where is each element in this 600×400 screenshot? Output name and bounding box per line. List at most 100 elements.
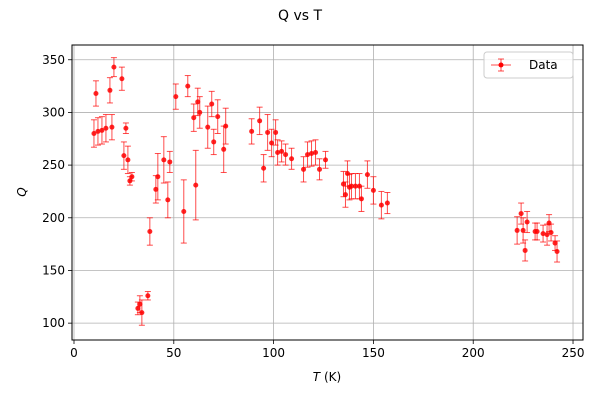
data-marker	[181, 208, 187, 214]
legend-marker-dot	[498, 62, 504, 68]
data-marker	[554, 249, 560, 254]
data-point	[214, 99, 221, 134]
x-tick-label: 200	[462, 346, 485, 360]
data-point	[274, 139, 281, 166]
x-axis-label: T (K)	[313, 370, 341, 384]
data-marker	[221, 146, 227, 152]
data-marker	[135, 305, 141, 311]
data-marker	[540, 231, 546, 237]
data-point	[196, 96, 203, 129]
data-marker	[153, 186, 159, 192]
data-marker	[273, 129, 279, 135]
data-point	[268, 128, 275, 158]
data-point	[144, 291, 151, 301]
data-marker	[352, 183, 358, 189]
data-point	[264, 114, 271, 151]
data-layer	[90, 57, 561, 326]
data-marker	[173, 94, 179, 100]
data-point	[522, 239, 529, 262]
data-marker	[305, 152, 311, 158]
data-marker	[223, 123, 229, 129]
data-point	[118, 66, 125, 91]
y-tick-label: 250	[42, 158, 65, 172]
data-marker	[95, 128, 101, 134]
data-marker	[211, 139, 217, 145]
grid-layer	[72, 45, 583, 340]
data-marker	[93, 90, 99, 96]
data-marker	[384, 200, 390, 206]
data-point	[102, 114, 109, 143]
data-marker	[522, 247, 528, 253]
data-marker	[309, 151, 315, 157]
x-axis-label-unit: (K)	[320, 370, 341, 384]
data-marker	[289, 156, 295, 162]
y-tick-label: 350	[42, 53, 65, 67]
data-point	[98, 116, 105, 145]
data-marker	[195, 99, 201, 105]
data-marker	[261, 165, 267, 171]
data-marker	[257, 118, 263, 124]
data-marker	[317, 166, 323, 172]
data-marker	[544, 232, 550, 238]
legend-label: Data	[529, 58, 558, 72]
data-marker	[348, 183, 354, 189]
data-marker	[301, 166, 307, 172]
data-point	[282, 143, 289, 166]
data-point	[92, 80, 99, 107]
y-axis-label: Q	[15, 187, 29, 196]
data-point	[308, 140, 315, 167]
data-point	[222, 107, 229, 145]
data-marker	[123, 125, 129, 131]
data-point	[256, 106, 263, 136]
data-marker	[145, 293, 151, 299]
x-tick-label: 50	[166, 346, 181, 360]
data-point	[208, 90, 215, 118]
data-point	[370, 176, 377, 205]
data-marker	[185, 83, 191, 89]
data-point	[316, 158, 323, 181]
data-marker	[147, 228, 153, 234]
data-point	[94, 117, 101, 146]
data-point	[322, 150, 329, 169]
data-point	[184, 75, 191, 98]
x-tick-label: 100	[262, 346, 285, 360]
data-marker	[99, 127, 105, 133]
y-tick-label: 100	[42, 316, 65, 330]
data-point	[304, 141, 311, 168]
data-point	[172, 83, 179, 110]
data-point	[300, 156, 307, 183]
data-point	[192, 149, 199, 221]
data-marker	[161, 157, 167, 163]
data-marker	[167, 159, 173, 165]
data-point	[152, 175, 159, 204]
data-marker	[534, 228, 540, 234]
data-point	[278, 140, 285, 163]
data-point	[288, 147, 295, 170]
data-marker	[155, 174, 161, 180]
data-marker	[91, 131, 97, 136]
data-point	[154, 153, 161, 201]
data-point	[124, 145, 131, 175]
legend: Data	[483, 51, 574, 79]
data-point	[164, 181, 171, 219]
data-point	[146, 217, 153, 246]
data-marker	[215, 114, 221, 120]
data-marker	[283, 152, 289, 158]
data-marker	[342, 192, 348, 198]
data-marker	[323, 157, 329, 163]
data-marker	[111, 64, 117, 70]
data-marker	[209, 101, 215, 107]
data-point	[378, 190, 385, 220]
chart-title: Q vs T	[278, 8, 322, 24]
data-point	[248, 118, 255, 145]
legend-box	[483, 51, 574, 79]
data-marker	[552, 240, 558, 246]
data-point	[128, 171, 135, 182]
data-marker	[119, 76, 125, 82]
data-point	[166, 150, 173, 173]
x-axis-label-symbol: T	[313, 370, 322, 384]
data-marker	[514, 227, 520, 233]
x-tick-label: 0	[70, 346, 78, 360]
data-marker	[370, 187, 376, 193]
